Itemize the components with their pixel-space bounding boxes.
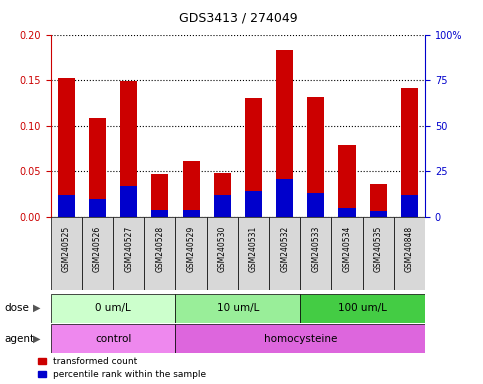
Text: ▶: ▶ [32, 303, 40, 313]
Text: GSM240526: GSM240526 [93, 226, 102, 272]
Text: 10 um/L: 10 um/L [217, 303, 259, 313]
FancyBboxPatch shape [82, 217, 113, 290]
Bar [183, 210, 199, 217]
Bar [339, 208, 355, 217]
Bar [89, 199, 106, 217]
Bar [58, 195, 75, 217]
Text: 100 um/L: 100 um/L [338, 303, 387, 313]
FancyBboxPatch shape [51, 324, 175, 353]
Legend: transformed count, percentile rank within the sample: transformed count, percentile rank withi… [38, 357, 206, 379]
Bar [276, 50, 293, 217]
Text: GSM240532: GSM240532 [280, 226, 289, 272]
Text: GSM240527: GSM240527 [124, 226, 133, 272]
Text: dose: dose [5, 303, 30, 313]
Bar [245, 98, 262, 217]
Bar [369, 184, 387, 217]
FancyBboxPatch shape [269, 217, 300, 290]
FancyBboxPatch shape [238, 217, 269, 290]
Text: 0 um/L: 0 um/L [95, 303, 131, 313]
Text: GSM240528: GSM240528 [156, 226, 164, 272]
Bar [213, 173, 231, 217]
Text: GSM240848: GSM240848 [405, 226, 414, 272]
Bar [307, 97, 325, 217]
FancyBboxPatch shape [144, 217, 175, 290]
Text: GSM240531: GSM240531 [249, 226, 258, 272]
FancyBboxPatch shape [51, 294, 175, 323]
Text: ▶: ▶ [32, 334, 40, 344]
Text: GSM240525: GSM240525 [62, 226, 71, 272]
FancyBboxPatch shape [300, 217, 331, 290]
FancyBboxPatch shape [175, 294, 300, 323]
Bar [89, 118, 106, 217]
Bar [213, 195, 231, 217]
Bar [339, 145, 355, 217]
Text: control: control [95, 334, 131, 344]
Bar [58, 78, 75, 217]
Text: GSM240530: GSM240530 [218, 226, 227, 272]
FancyBboxPatch shape [175, 217, 207, 290]
FancyBboxPatch shape [331, 217, 363, 290]
Text: GSM240533: GSM240533 [312, 226, 320, 272]
Bar [183, 161, 199, 217]
Text: GSM240529: GSM240529 [186, 226, 196, 272]
Bar [401, 195, 418, 217]
Bar [401, 88, 418, 217]
Text: GSM240535: GSM240535 [374, 226, 383, 272]
Bar [151, 210, 169, 217]
Bar [120, 186, 137, 217]
Text: agent: agent [5, 334, 35, 344]
Bar [120, 81, 137, 217]
Bar [307, 193, 325, 217]
FancyBboxPatch shape [363, 217, 394, 290]
FancyBboxPatch shape [175, 324, 425, 353]
FancyBboxPatch shape [300, 294, 425, 323]
FancyBboxPatch shape [113, 217, 144, 290]
FancyBboxPatch shape [207, 217, 238, 290]
Bar [276, 179, 293, 217]
Bar [369, 212, 387, 217]
Text: GSM240534: GSM240534 [342, 226, 352, 272]
FancyBboxPatch shape [51, 217, 82, 290]
Bar [245, 192, 262, 217]
Bar [151, 174, 169, 217]
FancyBboxPatch shape [394, 217, 425, 290]
Text: homocysteine: homocysteine [264, 334, 337, 344]
Text: GDS3413 / 274049: GDS3413 / 274049 [179, 12, 297, 25]
